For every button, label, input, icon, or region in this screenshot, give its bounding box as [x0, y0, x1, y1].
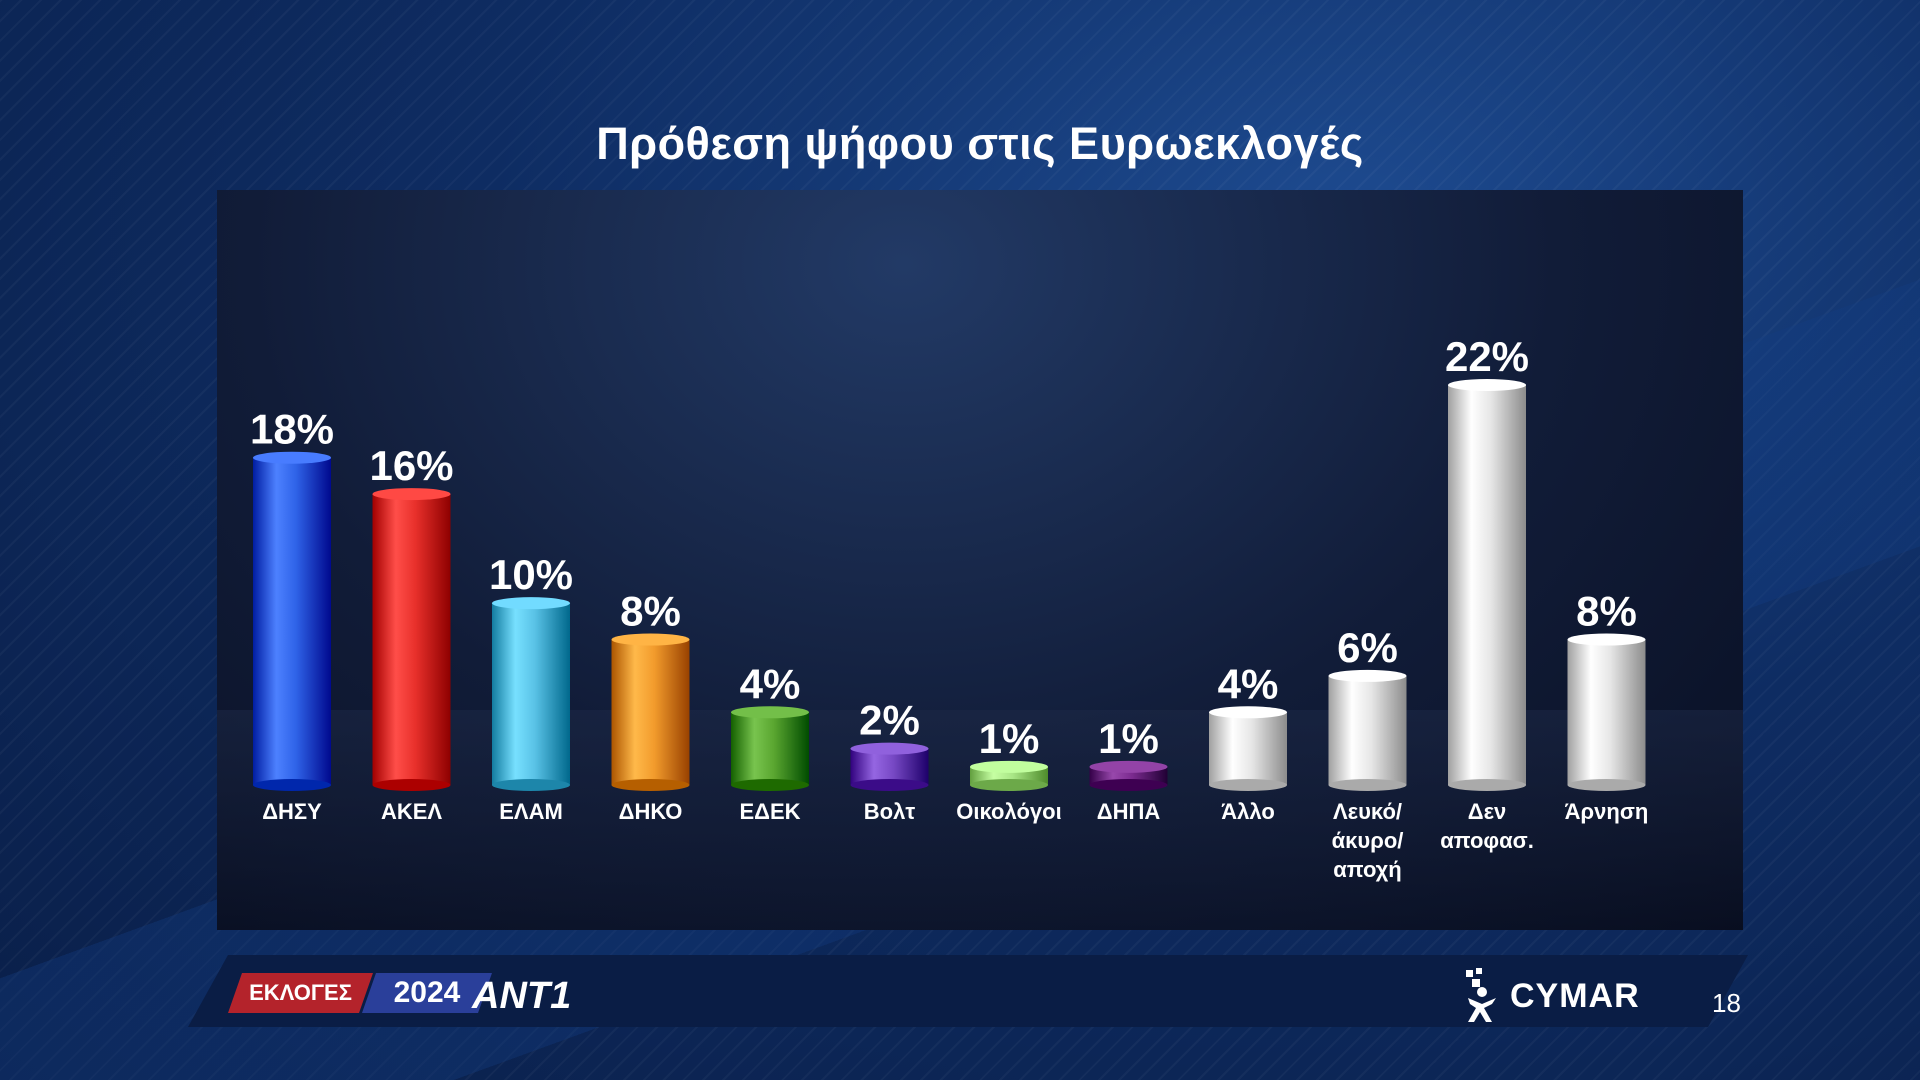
- bar-base-5: [850, 779, 929, 791]
- bar-top-9: [1328, 669, 1407, 682]
- value-label-6: 1%: [979, 715, 1040, 762]
- bar-chart: 18% 16% 10% 8% 4% 2% 1% 1% 4% 6% 22% 8% ΔΗΣΥ ΑΚΕΛ ΕΛΑ…: [250, 333, 1648, 882]
- cymar-figure-icon: [1466, 968, 1496, 1022]
- category-label-11: Άρνηση: [1565, 799, 1649, 824]
- value-label-5: 2%: [859, 697, 920, 744]
- bar-top-0: [253, 451, 331, 464]
- category-label-8: Άλλο: [1221, 799, 1275, 824]
- elections-badge: ΕΚΛΟΓΕΣ: [228, 973, 373, 1013]
- category-label-3: ΔΗΚΟ: [619, 799, 683, 824]
- bar-top-6: [970, 760, 1048, 773]
- category-label-1: ΑΚΕΛ: [381, 799, 442, 824]
- category-label-7: ΔΗΠΑ: [1097, 799, 1161, 824]
- category-label-5: Βολτ: [864, 799, 916, 824]
- category-label-4: ΕΔΕΚ: [739, 799, 800, 824]
- bar-8: [1209, 712, 1287, 785]
- bar-base-9: [1328, 779, 1407, 791]
- value-label-7: 1%: [1098, 715, 1159, 762]
- category-label-6: Οικολόγοι: [956, 799, 1061, 824]
- bar-base-1: [372, 779, 451, 791]
- bar-top-3: [611, 633, 690, 646]
- bar-2: [492, 603, 570, 785]
- bar-top-2: [492, 597, 570, 610]
- bar-top-10: [1448, 379, 1526, 391]
- value-label-0: 18%: [250, 406, 334, 453]
- bar-base-2: [492, 779, 570, 791]
- bars-group: [253, 379, 1646, 791]
- ant1-logo-text: ΑΝΤ1: [471, 975, 570, 1017]
- bar-base-8: [1209, 779, 1287, 791]
- value-label-2: 10%: [489, 551, 573, 598]
- bar-top-5: [850, 742, 929, 755]
- bar-base-7: [1089, 779, 1168, 791]
- bar-3: [611, 639, 690, 785]
- bar-4: [731, 712, 809, 785]
- chart-title: Πρόθεση ψήφου στις Ευρωεκλογές: [596, 118, 1364, 169]
- value-label-3: 8%: [620, 588, 681, 635]
- value-labels-group: 18% 16% 10% 8% 4% 2% 1% 1% 4% 6% 22% 8%: [250, 333, 1637, 762]
- chart-panel: 18% 16% 10% 8% 4% 2% 1% 1% 4% 6% 22% 8% ΔΗΣΥ ΑΚΕΛ ΕΛΑ…: [217, 190, 1743, 930]
- bar-top-1: [372, 488, 451, 501]
- value-label-4: 4%: [740, 660, 801, 707]
- value-label-1: 16%: [369, 442, 453, 489]
- cymar-logo: CYMAR: [1462, 966, 1640, 1026]
- value-label-9: 6%: [1337, 624, 1398, 671]
- bar-base-0: [253, 779, 331, 791]
- category-label-10: Δεν αποφασ.: [1440, 799, 1534, 853]
- value-label-11: 8%: [1576, 588, 1637, 635]
- value-label-10: 22%: [1445, 333, 1529, 380]
- bar-base-6: [970, 779, 1048, 791]
- year-badge: 2024: [362, 973, 492, 1013]
- bar-11: [1567, 639, 1646, 785]
- brand-name: CYMAR: [1510, 976, 1640, 1015]
- category-label-9: Λευκό/άκυρο/αποχή: [1332, 799, 1404, 882]
- bar-5: [850, 748, 929, 785]
- bar-top-8: [1209, 706, 1287, 719]
- page-number: 18: [1712, 988, 1741, 1018]
- bar-0: [253, 457, 331, 785]
- bar-base-4: [731, 779, 809, 791]
- bar-1: [372, 494, 451, 785]
- category-label-2: ΕΛΑΜ: [499, 799, 563, 824]
- bar-base-3: [611, 779, 690, 791]
- bar-base-11: [1567, 779, 1646, 791]
- bar-base-10: [1448, 779, 1526, 791]
- category-labels-group: ΔΗΣΥ ΑΚΕΛ ΕΛΑΜ ΔΗΚΟ ΕΔΕΚ Βολτ Οικολόγοι ΔΗΠΑ Άλλ…: [262, 799, 1648, 882]
- bar-9: [1328, 675, 1407, 785]
- bar-top-11: [1567, 633, 1646, 646]
- bar-top-4: [731, 706, 809, 719]
- bar-10: [1448, 385, 1526, 785]
- value-label-8: 4%: [1218, 660, 1279, 707]
- ant1-logo-icon: ΑΝΤ1: [471, 975, 570, 1017]
- bar-top-7: [1089, 760, 1168, 773]
- category-label-0: ΔΗΣΥ: [262, 799, 322, 824]
